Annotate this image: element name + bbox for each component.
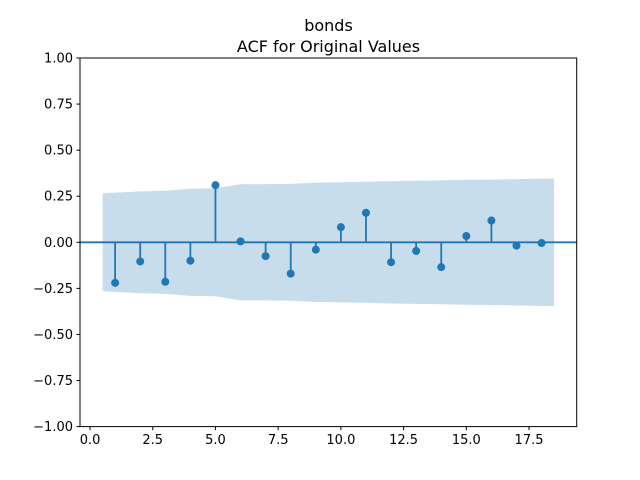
x-tick-label: 0.0 <box>80 433 101 448</box>
x-tick-label: 2.5 <box>142 433 163 448</box>
y-tick-label: 0.00 <box>44 236 73 251</box>
y-tick-label: 0.25 <box>44 190 73 205</box>
x-tick-label: 17.5 <box>515 433 544 448</box>
stem-marker <box>211 181 220 190</box>
chart-title: bonds ACF for Original Values <box>80 16 577 57</box>
stem-marker <box>512 241 521 250</box>
stem-marker <box>437 263 446 272</box>
chart-title-line1: bonds <box>304 16 353 35</box>
y-tick-label: 1.00 <box>44 52 73 67</box>
stem-marker <box>136 257 145 266</box>
stem-marker <box>111 278 120 287</box>
chart-title-line2: ACF for Original Values <box>236 36 421 56</box>
y-tick-label: −0.75 <box>33 374 73 389</box>
x-axis: 0.0 2.5 5.0 7.5 10.0 12.5 15.0 17.5 <box>80 426 544 448</box>
stem-marker <box>186 256 195 265</box>
stem-marker <box>261 252 270 261</box>
stem-marker <box>412 246 421 255</box>
x-tick-label: 12.5 <box>389 433 418 448</box>
x-tick-label: 5.0 <box>205 433 226 448</box>
y-tick-label: −1.00 <box>33 420 73 435</box>
x-tick-label: 15.0 <box>452 433 481 448</box>
stem-marker <box>462 232 471 241</box>
stem-marker <box>336 223 345 232</box>
stem-marker <box>487 216 496 225</box>
stem-marker <box>361 208 370 217</box>
y-axis: 1.00 0.75 0.50 0.25 0.00 −0.25 −0.50 −0.75 −1.00 <box>33 52 80 435</box>
stem-marker <box>311 245 320 254</box>
stem-marker <box>537 239 546 248</box>
x-tick-label: 7.5 <box>268 433 289 448</box>
stems-group <box>111 181 546 287</box>
stem-marker <box>387 258 396 267</box>
stem-marker <box>161 277 170 286</box>
y-tick-label: 0.50 <box>44 144 73 159</box>
y-tick-label: −0.50 <box>33 328 73 343</box>
stem-marker <box>236 237 245 246</box>
y-tick-label: −0.25 <box>33 282 73 297</box>
x-tick-label: 10.0 <box>326 433 355 448</box>
y-tick-label: 0.75 <box>44 98 73 113</box>
stem-marker <box>286 269 295 278</box>
